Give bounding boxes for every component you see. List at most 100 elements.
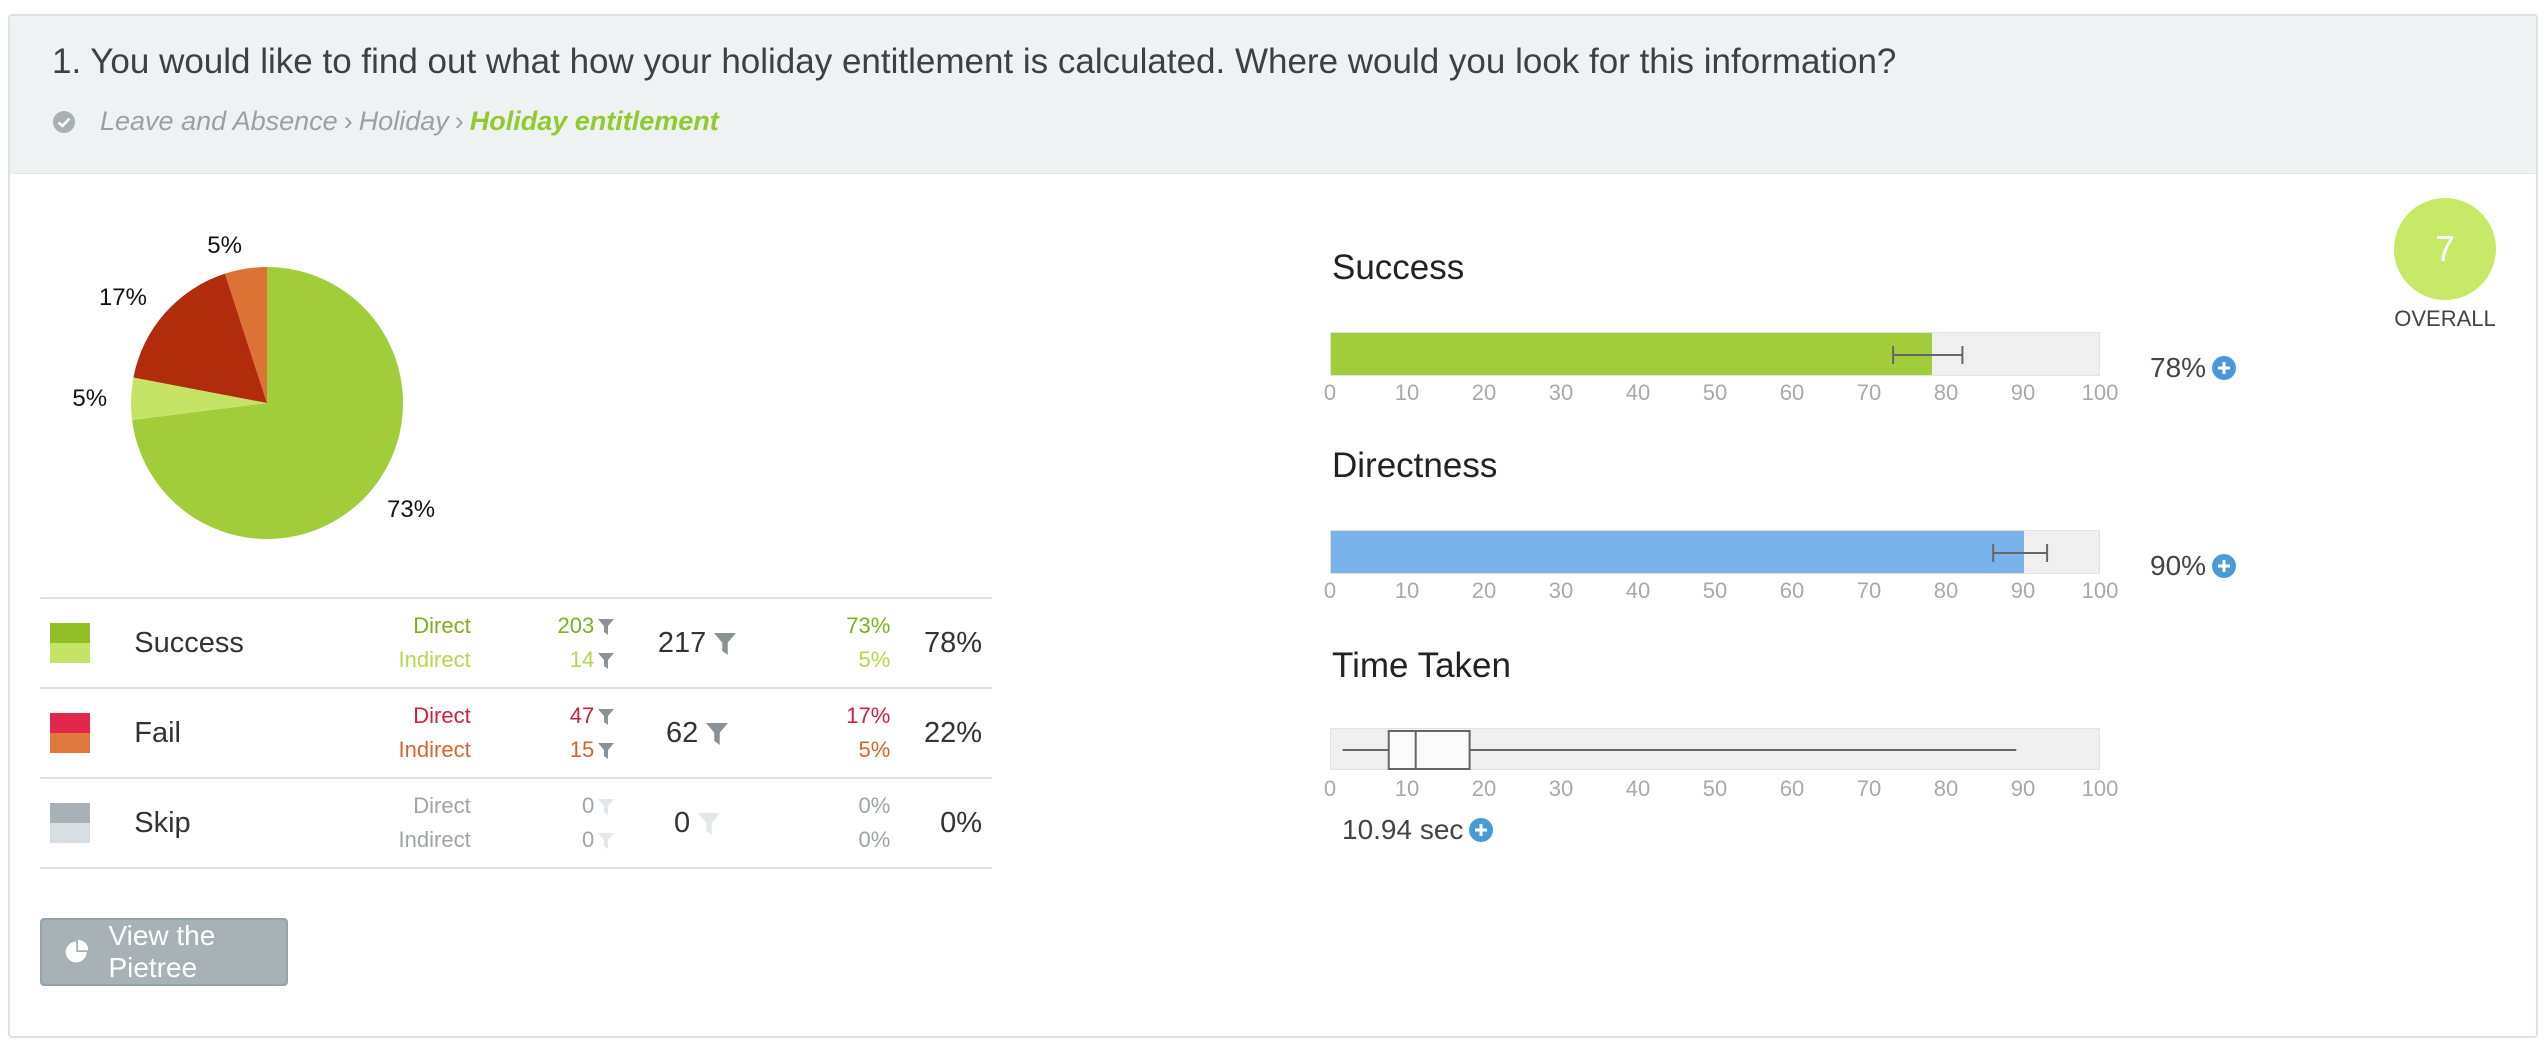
- plus-circle-icon[interactable]: [1469, 818, 1494, 842]
- filter-icon[interactable]: [706, 722, 729, 745]
- total-count: 217: [657, 626, 707, 659]
- direct-pct: 17%: [846, 703, 891, 728]
- breadcrumb-item-correct-answer: Holiday entitlement: [469, 106, 719, 136]
- axis-tick-label: 100: [2081, 776, 2119, 801]
- indirect-pct: 5%: [858, 647, 891, 672]
- direct-label: Direct: [413, 703, 471, 728]
- pie-slice: [224, 267, 267, 403]
- question-header: 1. You would like to find out what how y…: [10, 16, 2536, 174]
- axis-tick-label: 30: [1548, 776, 1574, 801]
- indirect-count-value: 0: [582, 827, 595, 852]
- row-label: Success: [134, 626, 244, 659]
- axis-tick-label: 20: [1471, 380, 1497, 405]
- directness-bar-track: [1330, 530, 2100, 574]
- overall-pct: 22%: [923, 716, 982, 749]
- pie-slice: [130, 377, 267, 421]
- total-cell: 217: [614, 598, 780, 688]
- axis-tick-label: 60: [1779, 578, 1805, 603]
- axis-tick-label: 80: [1933, 380, 1959, 405]
- pct-cell: 73% 5%: [780, 598, 890, 688]
- axis-tick-label: 0: [1323, 380, 1337, 405]
- pie-chart-icon: [65, 939, 89, 963]
- pie-svg: 73% 5% 17% 5%: [72, 232, 435, 539]
- time-taken-value-label: 10.94 sec: [1342, 814, 1464, 845]
- plus-circle-icon[interactable]: [2212, 554, 2237, 578]
- success-axis: 0 10 20 30 40 50 60 70 80 90 100: [1322, 380, 2122, 410]
- pct-cell: 0% 0%: [780, 778, 891, 868]
- directness-bar-fill: [1331, 531, 2024, 573]
- axis-tick-label: 20: [1471, 578, 1497, 603]
- axis-tick-label: 50: [1702, 380, 1728, 405]
- filter-icon[interactable]: [598, 799, 615, 816]
- axis-tick-label: 80: [1933, 776, 1959, 801]
- axis-tick-label: 70: [1856, 380, 1882, 405]
- type-labels: Direct Indirect: [371, 688, 471, 778]
- type-labels: Direct Indirect: [371, 778, 471, 868]
- filter-icon[interactable]: [598, 619, 615, 636]
- breadcrumb-item-holiday: Holiday: [358, 106, 449, 136]
- swatch-cell: [40, 778, 106, 868]
- total-cell: 62: [614, 688, 780, 778]
- axis-tick-label: 10: [1394, 380, 1420, 405]
- axis-tick-label: 100: [2081, 380, 2119, 405]
- filter-icon[interactable]: [598, 653, 615, 670]
- color-swatch: [50, 713, 90, 753]
- axis-tick-label: 40: [1625, 776, 1651, 801]
- breadcrumb-separator: ›: [454, 106, 464, 136]
- plus-circle-icon[interactable]: [2212, 356, 2237, 380]
- task-result-card: 1. You would like to find out what how y…: [8, 14, 2538, 1038]
- directness-value: 90%: [2150, 550, 2237, 582]
- indirect-label: Indirect: [398, 737, 471, 762]
- count-cell: 0 0: [471, 778, 615, 868]
- color-swatch: [50, 623, 90, 663]
- success-bar-fill: [1331, 333, 1932, 375]
- axis-tick-label: 30: [1548, 578, 1574, 603]
- overall-score-badge: 7: [2394, 198, 2496, 300]
- filter-icon[interactable]: [598, 709, 615, 726]
- count-cell: 47 15: [471, 688, 615, 778]
- indirect-label: Indirect: [398, 647, 471, 672]
- axis-tick-label: 0: [1323, 578, 1337, 603]
- axis-tick-label: 10: [1394, 578, 1420, 603]
- axis-tick-label: 60: [1779, 776, 1805, 801]
- count-cell: 203 14: [471, 598, 615, 688]
- total-cell: 0: [614, 778, 780, 868]
- indirect-pct: 0%: [858, 827, 891, 852]
- direct-count: 47: [471, 699, 615, 733]
- success-title: Success: [1332, 248, 1465, 287]
- filter-icon[interactable]: [598, 833, 615, 850]
- filter-icon[interactable]: [698, 812, 721, 835]
- view-pietree-button[interactable]: View the Pietree: [40, 918, 288, 986]
- filter-icon[interactable]: [598, 743, 615, 760]
- pct-cell: 17% 5%: [780, 688, 890, 778]
- filter-icon[interactable]: [714, 632, 737, 655]
- directness-error-bar: [1992, 544, 2049, 562]
- direct-count-value: 203: [557, 613, 595, 638]
- color-swatch: [50, 803, 90, 843]
- success-error-bar: [1892, 346, 1964, 364]
- question-text: 1. You would like to find out what how y…: [52, 42, 1897, 81]
- results-pie-chart: 73% 5% 17% 5%: [60, 200, 440, 570]
- directness-value-label: 90%: [2150, 550, 2207, 581]
- axis-tick-label: 0: [1323, 776, 1337, 801]
- direct-count: 0: [471, 789, 615, 823]
- axis-tick-label: 50: [1702, 776, 1728, 801]
- axis-tick-label: 70: [1856, 578, 1882, 603]
- table-row-success: Success Direct Indirect 203 14 217 73% 5…: [40, 598, 992, 688]
- direct-count-value: 0: [582, 793, 595, 818]
- axis-tick-label: 60: [1779, 380, 1805, 405]
- axis-tick-label: 90: [2010, 578, 2036, 603]
- table-row-skip: Skip Direct Indirect 0 0 0 0% 0% 0%: [40, 778, 992, 868]
- direct-pct: 73%: [846, 613, 891, 638]
- pie-slice: [132, 267, 404, 539]
- breadcrumb-separator: ›: [343, 106, 353, 136]
- time-taken-track: [1330, 728, 2100, 770]
- time-taken-axis: 0 10 20 30 40 50 60 70 80 90 100: [1322, 776, 2122, 806]
- row-label: Skip: [134, 806, 191, 839]
- breadcrumb: Leave and Absence › Holiday › Holiday en…: [52, 106, 719, 137]
- swatch-cell: [40, 688, 106, 778]
- axis-tick-label: 70: [1856, 776, 1882, 801]
- row-label: Fail: [134, 716, 181, 749]
- box-iqr: [1387, 730, 1471, 770]
- axis-tick-label: 80: [1933, 578, 1959, 603]
